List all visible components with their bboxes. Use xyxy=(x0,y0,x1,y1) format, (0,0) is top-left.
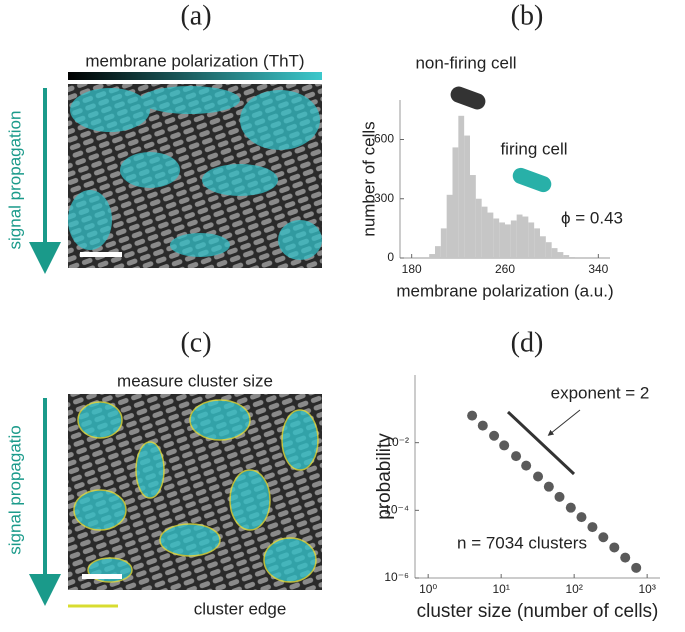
y-axis-label: probability xyxy=(374,433,395,520)
caption: measure cluster size xyxy=(117,371,273,390)
annotation: n = 7034 clusters xyxy=(457,533,587,552)
bar xyxy=(487,212,494,258)
bar xyxy=(440,228,447,258)
bar xyxy=(481,206,488,258)
bar xyxy=(464,135,470,258)
bar xyxy=(435,246,441,258)
micrograph xyxy=(68,394,322,590)
bar xyxy=(470,175,476,258)
point xyxy=(521,460,532,471)
x-tick-label: 10⁰ xyxy=(419,582,437,596)
point xyxy=(467,410,478,421)
x-tick-label: 340 xyxy=(588,262,608,276)
y-tick-label: 10⁻⁶ xyxy=(384,570,409,584)
x-tick-label: 10¹ xyxy=(492,582,509,596)
annotation: ϕ = 0.43 xyxy=(561,208,623,227)
y-tick-label: 300 xyxy=(374,191,394,205)
panel-label: (a) xyxy=(180,0,211,31)
cylinder-icon xyxy=(450,86,552,193)
bar xyxy=(458,115,465,258)
bar xyxy=(528,222,535,258)
x-tick-label: 10³ xyxy=(638,582,655,596)
point xyxy=(620,552,631,563)
bar xyxy=(516,214,523,258)
bar xyxy=(475,198,482,258)
y-tick-label: 600 xyxy=(374,132,394,146)
annotation: firing cell xyxy=(500,139,567,158)
point xyxy=(631,562,642,573)
point xyxy=(543,481,554,492)
bar xyxy=(505,224,511,258)
annotation: non-firing cell xyxy=(415,53,516,72)
panel-label: (c) xyxy=(180,327,211,358)
panel-label: (d) xyxy=(511,327,544,358)
colorbar-label: membrane polarization (ThT) xyxy=(85,51,304,70)
x-tick-label: 10² xyxy=(565,582,582,596)
point xyxy=(533,471,544,482)
bar xyxy=(545,242,552,258)
legend-label: cluster edge xyxy=(194,599,287,618)
bar xyxy=(429,254,435,258)
point xyxy=(587,522,598,533)
bar xyxy=(446,194,453,258)
y-tick-label: 10⁻² xyxy=(385,435,409,449)
y-axis-label: number of cells xyxy=(359,121,378,236)
reference-line xyxy=(506,410,576,476)
y-tick-label: 0 xyxy=(387,250,394,264)
bar xyxy=(499,222,505,258)
bar xyxy=(551,248,558,258)
x-tick-label: 260 xyxy=(495,262,515,276)
bar xyxy=(493,218,500,258)
x-axis-label: membrane polarization (a.u.) xyxy=(396,281,613,300)
annotation-arrow xyxy=(547,409,581,436)
bar xyxy=(452,147,459,258)
point xyxy=(576,512,587,523)
side-label: signal propagatio xyxy=(5,425,24,554)
x-axis-label: cluster size (number of cells) xyxy=(417,601,659,622)
bar xyxy=(534,228,540,258)
point xyxy=(499,440,510,451)
point xyxy=(565,502,576,513)
x-tick-label: 180 xyxy=(402,262,422,276)
bar xyxy=(563,255,570,258)
bar xyxy=(522,216,529,258)
colorbar xyxy=(68,72,322,80)
point xyxy=(489,430,500,441)
point xyxy=(609,542,620,553)
bar xyxy=(557,252,564,258)
micrograph xyxy=(68,84,322,268)
bar xyxy=(569,257,575,258)
point xyxy=(554,491,565,502)
side-label: signal propagation xyxy=(5,111,24,250)
point xyxy=(477,420,488,431)
bar xyxy=(510,220,517,258)
panel-label: (b) xyxy=(511,0,544,31)
bar xyxy=(540,236,546,258)
point xyxy=(598,532,609,543)
point xyxy=(511,451,522,462)
annotation: exponent = 2 xyxy=(551,383,650,402)
y-tick-label: 10⁻⁴ xyxy=(384,503,409,517)
